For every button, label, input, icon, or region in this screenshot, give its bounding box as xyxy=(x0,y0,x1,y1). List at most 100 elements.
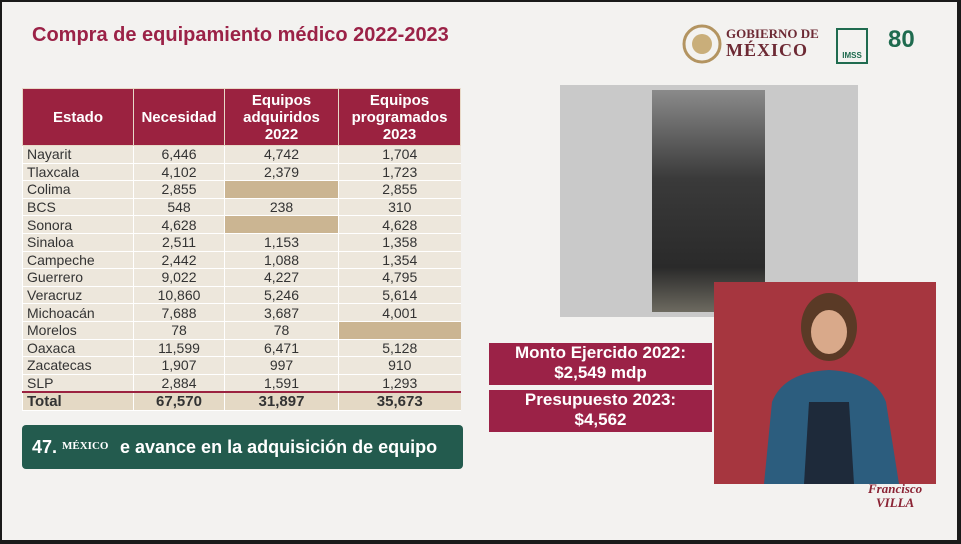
empty-cell xyxy=(338,321,461,340)
column-header: Estado xyxy=(22,88,134,146)
table-cell: 35,673 xyxy=(338,391,461,411)
gov-logo-line: MÉXICO xyxy=(726,40,808,60)
table-cell: Nayarit xyxy=(22,145,134,164)
table-cell: 67,570 xyxy=(133,391,225,411)
table-cell: Zacatecas xyxy=(22,356,134,375)
table-cell: 4,742 xyxy=(224,145,339,164)
table-cell: 2,884 xyxy=(133,374,225,393)
table-row: Colima 2,855 2,855 xyxy=(22,180,461,199)
table-cell: 2,855 xyxy=(338,180,461,199)
photo xyxy=(560,85,858,317)
amount-label: Monto Ejercido 2022: xyxy=(515,343,686,362)
villa-logo-line: VILLA xyxy=(875,495,915,510)
table-cell: 1,591 xyxy=(224,374,339,393)
table-cell: 4,628 xyxy=(133,215,225,234)
table-cell: 1,723 xyxy=(338,163,461,182)
table-row: Sonora 4,628 4,628 xyxy=(22,215,461,234)
table-cell: 5,128 xyxy=(338,339,461,358)
table-cell: Colima xyxy=(22,180,134,199)
table-cell: 997 xyxy=(224,356,339,375)
title: Compra de equipamiento médico 2022-2023 xyxy=(32,24,449,46)
table-cell: 4,227 xyxy=(224,268,339,287)
table-cell: 910 xyxy=(338,356,461,375)
table-cell: Sinaloa xyxy=(22,233,134,252)
table-cell: 2,511 xyxy=(133,233,225,252)
table-cell: 548 xyxy=(133,198,225,217)
table-cell: 1,354 xyxy=(338,251,461,270)
table-cell: Campeche xyxy=(22,251,134,270)
table-row: Oaxaca 11,599 6,471 5,128 xyxy=(22,339,461,358)
table-row: BCS 548 238 310 xyxy=(22,198,461,217)
table-cell: 238 xyxy=(224,198,339,217)
table-cell: 4,102 xyxy=(133,163,225,182)
table-row: SLP 2,884 1,591 1,293 xyxy=(22,374,461,393)
empty-cell xyxy=(224,180,339,199)
table-cell: Veracruz xyxy=(22,286,134,305)
amount-box: Monto Ejercido 2022: $2,549 mdp xyxy=(489,343,712,385)
table-cell: BCS xyxy=(22,198,134,217)
table-cell: 6,446 xyxy=(133,145,225,164)
table-row: Total 67,570 31,897 35,673 xyxy=(22,391,461,411)
anniv-logo: 80 xyxy=(888,26,915,53)
table-row: Michoacán 7,688 3,687 4,001 xyxy=(22,303,461,322)
table-cell: 4,795 xyxy=(338,268,461,287)
photo-image xyxy=(652,90,765,312)
table-row: Tlaxcala 4,102 2,379 1,723 xyxy=(22,163,461,182)
table-cell: 2,379 xyxy=(224,163,339,182)
table-cell: 1,293 xyxy=(338,374,461,393)
table-cell: 6,471 xyxy=(224,339,339,358)
table-cell: 10,860 xyxy=(133,286,225,305)
gov-logo-line: GOBIERNO DE xyxy=(726,26,819,41)
table-row: Zacatecas 1,907 997 910 xyxy=(22,356,461,375)
table-cell: 4,001 xyxy=(338,303,461,322)
table: Estado Necesidad Equipos adquiridos 2022 Eq… xyxy=(22,88,461,411)
table-cell: 1,088 xyxy=(224,251,339,270)
table-row: Campeche 2,442 1,088 1,354 xyxy=(22,251,461,270)
gov-logo: GOBIERNO DE MÉXICO xyxy=(726,26,819,60)
amount-value: $2,549 mdp xyxy=(554,363,647,382)
table-cell: 7,688 xyxy=(133,303,225,322)
table-cell: 3,687 xyxy=(224,303,339,322)
table-cell: 1,907 xyxy=(133,356,225,375)
table-cell: 310 xyxy=(338,198,461,217)
banner-logo: MÉXICO xyxy=(62,440,109,452)
table-cell: Michoacán xyxy=(22,303,134,322)
table-cell: Tlaxcala xyxy=(22,163,134,182)
table-row: Nayarit 6,446 4,742 1,704 xyxy=(22,145,461,164)
column-header: Equipos programados 2023 xyxy=(338,88,461,146)
banner-text: 47. xyxy=(32,437,58,457)
villa-logo-line: Francisco xyxy=(868,481,923,496)
table-cell: 4,628 xyxy=(338,215,461,234)
amount-label: Presupuesto 2023: xyxy=(524,390,677,409)
amount-value: $4,562 xyxy=(574,410,627,429)
table-cell: 2,442 xyxy=(133,251,225,270)
table-cell: SLP xyxy=(22,374,134,393)
table-row: Sinaloa 2,511 1,153 1,358 xyxy=(22,233,461,252)
table-cell: 78 xyxy=(224,321,339,340)
table-row: Veracruz 10,860 5,246 5,614 xyxy=(22,286,461,305)
table-cell: 5,614 xyxy=(338,286,461,305)
table-cell: 1,358 xyxy=(338,233,461,252)
table-cell: Sonora xyxy=(22,215,134,234)
table-body: Nayarit 6,446 4,742 1,704 Tlaxcala 4,102 2,379… xyxy=(22,145,461,411)
table-row: Guerrero 9,022 4,227 4,795 xyxy=(22,268,461,287)
column-header: Necesidad xyxy=(133,88,225,146)
progress-banner: 47. e avance en la adquisición de equipo… xyxy=(22,425,463,469)
table-cell: 2,855 xyxy=(133,180,225,199)
amount-box: Presupuesto 2023: $4,562 xyxy=(489,390,712,432)
table-cell: 9,022 xyxy=(133,268,225,287)
table-cell: 78 xyxy=(133,321,225,340)
table-cell: 11,599 xyxy=(133,339,225,358)
table-row: Morelos 78 78 xyxy=(22,321,461,340)
interpreter-video xyxy=(714,282,936,484)
table-cell: Morelos xyxy=(22,321,134,340)
imss-logo: IMSS xyxy=(836,28,868,64)
seal xyxy=(682,24,722,64)
column-header: Equipos adquiridos 2022 xyxy=(224,88,339,146)
table-cell: 1,153 xyxy=(224,233,339,252)
table-cell: Guerrero xyxy=(22,268,134,287)
table-cell: Total xyxy=(22,391,134,411)
table-cell: 5,246 xyxy=(224,286,339,305)
